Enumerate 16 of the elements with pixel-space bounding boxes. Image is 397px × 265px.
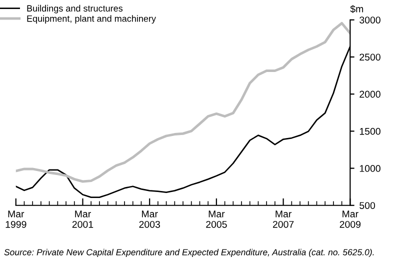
y-axis-title: $m [350, 5, 364, 13]
x-tick-label: Mar 2009 [340, 210, 361, 228]
x-tick-label: Mar 2007 [272, 210, 294, 228]
legend-label: Buildings and structures [27, 4, 123, 14]
x-tick-label: Mar 2005 [206, 210, 227, 228]
y-tick-label: 2000 [360, 90, 380, 98]
x-tick-label: Mar 2003 [139, 210, 160, 228]
x-tick-label: Mar 1999 [6, 210, 26, 228]
y-tick-label: 500 [360, 202, 376, 209]
legend-label: Equipment, plant and machinery [27, 15, 156, 24]
source-note: Source: Private New Capital Expenditure and Expected Expenditure, Australia (cat. no. 5625.0). [4, 248, 374, 258]
y-tick-label: 1500 [360, 128, 380, 135]
x-tick-label: Mar 2001 [72, 210, 94, 228]
y-tick-label: 2500 [360, 54, 380, 61]
y-tick-label: 3000 [360, 16, 380, 24]
y-tick-label: 1000 [360, 165, 380, 172]
